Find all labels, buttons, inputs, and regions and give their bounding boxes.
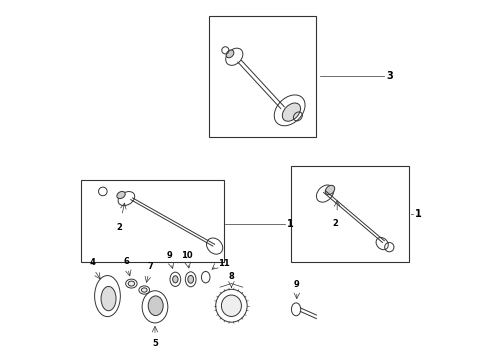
Text: 1: 1 xyxy=(287,219,294,229)
Text: 10: 10 xyxy=(181,251,192,260)
Text: 5: 5 xyxy=(152,339,158,348)
Text: 7: 7 xyxy=(147,262,153,271)
Bar xyxy=(292,166,409,262)
Ellipse shape xyxy=(172,276,178,283)
Text: 3: 3 xyxy=(386,71,393,81)
Text: 2: 2 xyxy=(116,223,122,232)
Ellipse shape xyxy=(142,288,147,292)
Ellipse shape xyxy=(221,295,242,316)
Bar xyxy=(81,180,223,262)
Text: 8: 8 xyxy=(228,272,234,281)
Text: 2: 2 xyxy=(332,219,338,228)
Text: 6: 6 xyxy=(123,257,129,266)
Ellipse shape xyxy=(128,281,135,286)
Text: 9: 9 xyxy=(294,280,300,289)
Ellipse shape xyxy=(226,50,234,58)
Ellipse shape xyxy=(148,296,163,316)
Ellipse shape xyxy=(188,275,194,283)
Ellipse shape xyxy=(325,185,335,195)
Text: 4: 4 xyxy=(89,258,95,267)
Ellipse shape xyxy=(282,103,300,121)
Ellipse shape xyxy=(101,287,116,311)
Ellipse shape xyxy=(117,192,125,199)
Text: 1: 1 xyxy=(415,209,421,219)
Bar xyxy=(209,16,317,137)
Text: 9: 9 xyxy=(167,251,172,260)
Text: 11: 11 xyxy=(218,260,230,269)
